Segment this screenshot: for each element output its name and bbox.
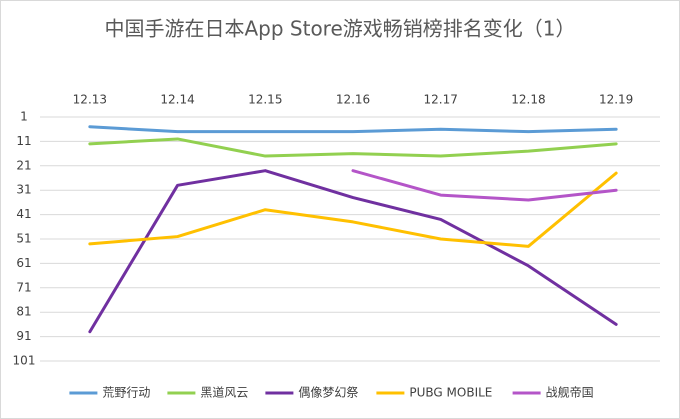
- y-tick-label: 31: [16, 183, 31, 197]
- x-tick-label: 12.19: [599, 93, 633, 107]
- legend-label: 荒野行动: [102, 386, 150, 400]
- y-tick-label: 101: [13, 354, 36, 368]
- x-tick-label: 12.14: [160, 93, 194, 107]
- chart-title: 中国手游在日本App Store游戏畅销榜排名变化（1）: [104, 17, 575, 41]
- x-tick-label: 12.15: [248, 93, 282, 107]
- y-tick-label: 21: [16, 158, 31, 172]
- x-tick-label: 12.17: [424, 93, 458, 107]
- series-line: [88, 169, 618, 334]
- x-tick-label: 12.16: [336, 93, 370, 107]
- y-tick-label: 91: [16, 329, 31, 343]
- y-tick-label: 51: [16, 232, 31, 246]
- legend-label: 战舰帝国: [546, 385, 594, 400]
- series-line: [88, 125, 618, 134]
- y-tick-label: 1: [20, 110, 28, 124]
- series-line: [351, 169, 618, 202]
- x-tick-label: 12.13: [73, 93, 107, 107]
- series-line: [88, 137, 618, 158]
- y-tick-label: 41: [16, 207, 31, 221]
- y-tick-label: 61: [16, 256, 31, 270]
- y-tick-label: 71: [16, 280, 31, 294]
- x-tick-label: 12.18: [511, 93, 545, 107]
- legend-label: PUBG MOBILE: [409, 386, 492, 400]
- series-line: [88, 171, 618, 248]
- legend-label: 偶像梦幻祭: [298, 386, 358, 400]
- y-tick-label: 81: [16, 305, 31, 319]
- y-tick-label: 11: [16, 134, 31, 148]
- legend-label: 黑道风云: [200, 386, 248, 400]
